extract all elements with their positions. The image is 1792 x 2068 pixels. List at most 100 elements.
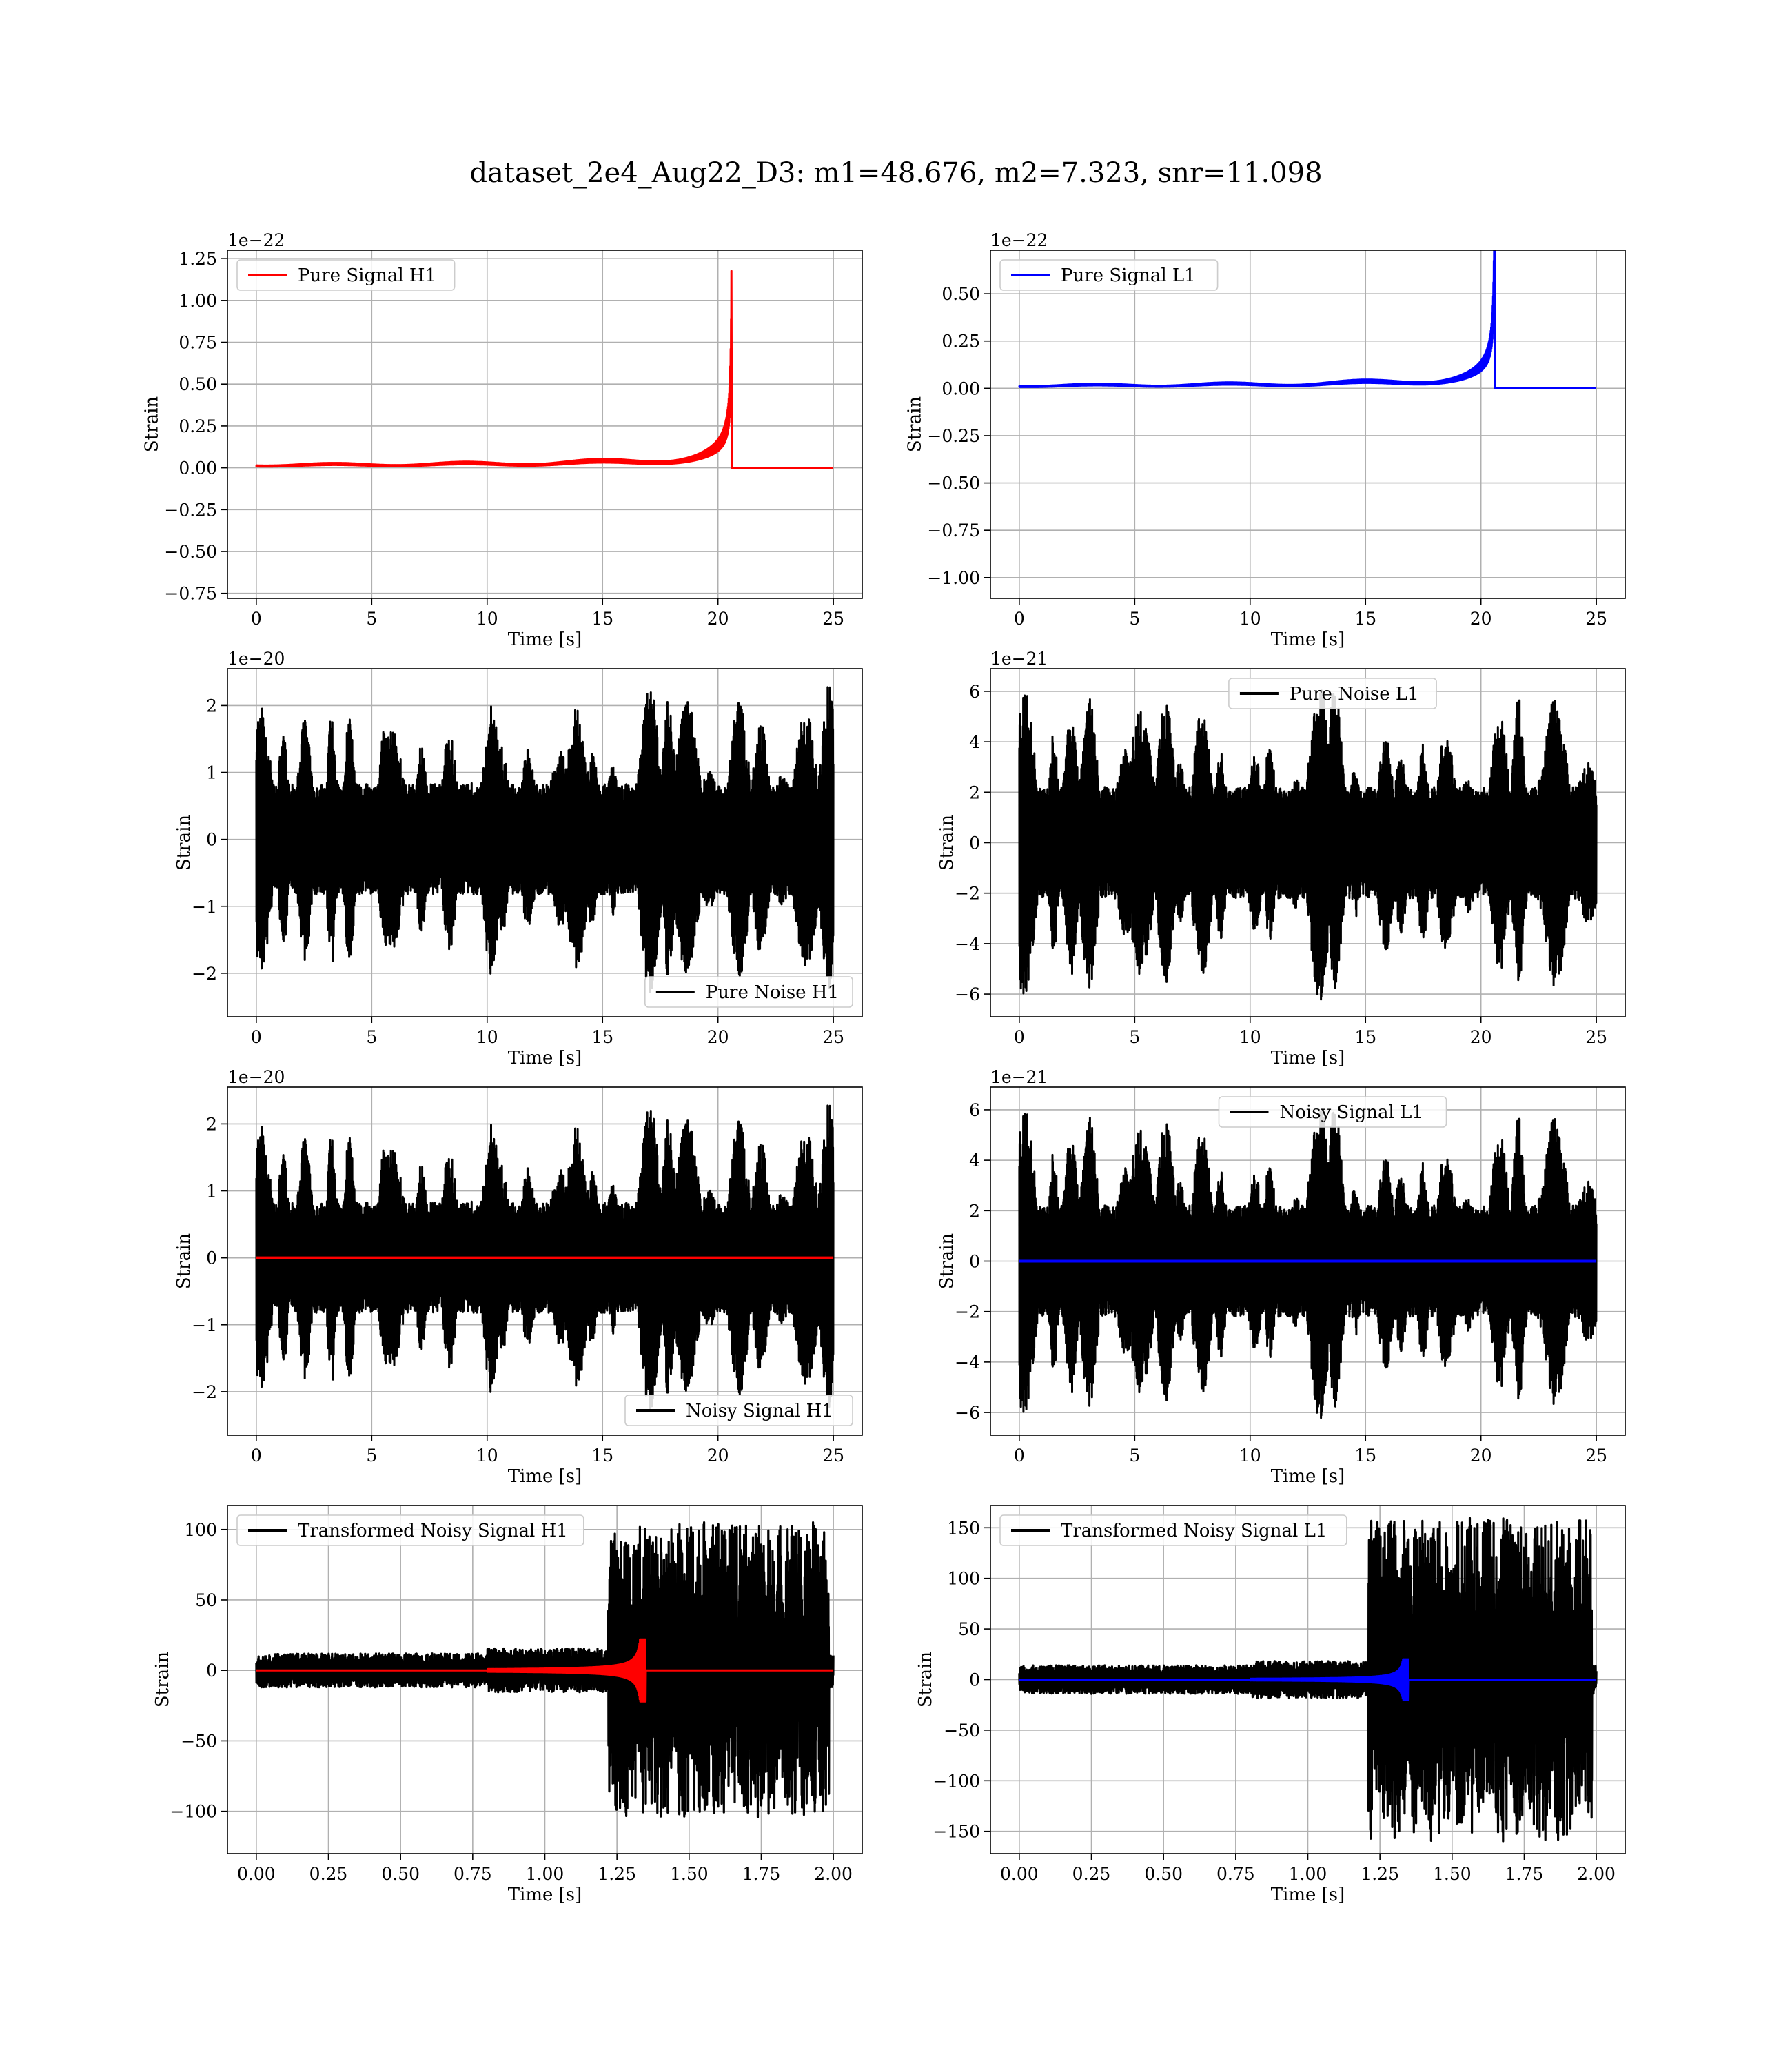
y-tick-label: −0.75 [164, 584, 217, 604]
legend-label: Noisy Signal H1 [686, 1401, 833, 1421]
x-tick-label: 1.25 [598, 1864, 636, 1884]
x-tick-label: 0 [251, 1446, 262, 1466]
x-tick-label: 10 [476, 1446, 498, 1466]
y-tick-label: 100 [947, 1569, 980, 1589]
y-tick-label: 150 [947, 1518, 980, 1538]
y-tick-label: 0.00 [179, 458, 217, 478]
y-tick-label: −1 [192, 897, 217, 917]
y-tick-label: −1.00 [927, 568, 980, 588]
y-tick-label: 0.50 [941, 284, 980, 304]
x-tick-label: 10 [1239, 609, 1261, 629]
pure-signal-h1-frame [227, 250, 863, 599]
pure-signal-l1-series-0 [1018, 250, 1598, 389]
x-tick-label: 5 [366, 609, 377, 629]
noisy-signal-h1-series-0 [255, 1104, 835, 1412]
y-tick-label: −0.50 [164, 542, 217, 562]
y-tick-label: 4 [969, 732, 980, 752]
transformed-noisy-signal-l1-axes: 0.00 0.25 0.50 0.75 1.00 1.25 1.50 1.75 2.00 −150… [915, 1505, 1626, 1905]
x-axis-label: Time [s] [508, 1466, 582, 1487]
x-axis-label: Time [s] [1271, 629, 1345, 650]
x-tick-label: 10 [476, 609, 498, 629]
y-tick-label: −100 [170, 1802, 217, 1822]
y-tick-label: 0.25 [941, 332, 980, 352]
y-axis-label: Strain [937, 815, 957, 871]
x-tick-label: 15 [1354, 1446, 1376, 1466]
y-tick-label: 0.75 [179, 333, 217, 353]
y-tick-label: −0.25 [164, 500, 217, 520]
x-tick-label: 1.75 [1505, 1864, 1544, 1884]
x-axis-label: Time [s] [508, 1885, 582, 1905]
x-tick-label: 15 [591, 1027, 613, 1047]
y-tick-label: −50 [944, 1721, 980, 1741]
x-axis-label: Time [s] [1271, 1048, 1345, 1068]
x-tick-label: 25 [822, 1446, 844, 1466]
pure-signal-l1-legend: Pure Signal L1 [999, 259, 1219, 291]
x-axis-label: Time [s] [1271, 1466, 1345, 1487]
y-tick-label: 1.25 [179, 249, 217, 269]
x-tick-label: 5 [366, 1027, 377, 1047]
legend-box [1218, 1096, 1447, 1128]
x-tick-label: 0 [1014, 1027, 1025, 1047]
legend-label: Pure Signal L1 [1061, 265, 1196, 286]
x-axis-label: Time [s] [508, 1048, 582, 1068]
noisy-signal-l1-legend: Noisy Signal L1 [1218, 1096, 1447, 1128]
y-tick-label: −4 [955, 1352, 980, 1372]
y-tick-label: 2 [206, 1114, 217, 1134]
y-tick-label: −2 [192, 964, 217, 984]
y-tick-label: −6 [955, 984, 980, 1004]
noisy-signal-h1-axes: 0 5 10 15 20 25 −2 −1 0 1 2 Time [s] Strain 1e−20 Nois… [174, 1067, 863, 1487]
x-tick-label: 0.25 [309, 1864, 348, 1884]
x-axis-label: Time [s] [1271, 1885, 1345, 1905]
transformed-noisy-signal-h1-series-0 [255, 1521, 835, 1818]
y-tick-label: 50 [958, 1619, 980, 1639]
y-tick-label: 0 [969, 1670, 980, 1690]
pure-noise-l1-axes: 0 5 10 15 20 25 −6 −4 −2 0 2 4 6 Time [s] Strain 1e−21 P… [937, 649, 1626, 1068]
y-tick-label: 4 [969, 1150, 980, 1170]
legend-box [1228, 678, 1437, 709]
y-tick-label: −50 [181, 1731, 217, 1751]
x-tick-label: 15 [591, 609, 613, 629]
y-tick-label: 1 [206, 1182, 217, 1202]
x-axis-label: Time [s] [508, 629, 582, 650]
y-axis-label: Strain [915, 1652, 936, 1708]
offset-text: 1e−22 [990, 230, 1048, 250]
pure-noise-h1-legend: Pure Noise H1 [644, 976, 853, 1008]
noisy-signal-h1-legend: Noisy Signal H1 [624, 1395, 853, 1426]
x-tick-label: 5 [1129, 1027, 1140, 1047]
legend-label: Noisy Signal L1 [1280, 1102, 1423, 1123]
y-axis-label: Strain [905, 396, 926, 453]
x-tick-label: 1.00 [1289, 1864, 1327, 1884]
pure-noise-l1-series-0 [1018, 689, 1598, 1001]
y-tick-label: 1.00 [179, 291, 217, 311]
pure-noise-h1-series-0 [255, 686, 835, 993]
pure-signal-h1-axes: 0 5 10 15 20 25 −0.75 −0.50 −0.25 0.00 0.25 0.50 0.7… [142, 230, 863, 650]
offset-text: 1e−21 [990, 649, 1048, 669]
y-tick-label: −2 [955, 1302, 980, 1322]
y-tick-label: 2 [969, 1201, 980, 1221]
y-tick-label: 1 [206, 763, 217, 783]
y-axis-label: Strain [174, 815, 194, 871]
y-axis-label: Strain [142, 396, 163, 453]
legend-box [999, 1514, 1347, 1546]
y-axis-label: Strain [152, 1652, 173, 1708]
y-tick-label: 6 [969, 682, 980, 702]
x-tick-label: 1.25 [1361, 1864, 1399, 1884]
x-tick-label: 10 [476, 1027, 498, 1047]
x-tick-label: 10 [1239, 1446, 1261, 1466]
figure-title: dataset_2e4_Aug22_D3: m1=48.676, m2=7.32… [469, 157, 1323, 189]
pure-noise-h1-frame [227, 668, 863, 1017]
x-tick-label: 25 [822, 609, 844, 629]
legend-label: Transformed Noisy Signal H1 [298, 1521, 568, 1541]
transformed-noisy-signal-l1-series-1 [1018, 1658, 1598, 1701]
x-tick-label: 0.50 [1144, 1864, 1183, 1884]
offset-text: 1e−22 [227, 230, 285, 250]
legend-label: Pure Signal H1 [298, 265, 436, 286]
offset-text: 1e−21 [990, 1067, 1048, 1087]
x-tick-label: 0.00 [237, 1864, 276, 1884]
x-tick-label: 25 [822, 1027, 844, 1047]
legend-box [236, 259, 456, 291]
y-tick-label: −4 [955, 934, 980, 954]
x-tick-label: 25 [1585, 1027, 1607, 1047]
x-tick-label: 0.75 [454, 1864, 492, 1884]
